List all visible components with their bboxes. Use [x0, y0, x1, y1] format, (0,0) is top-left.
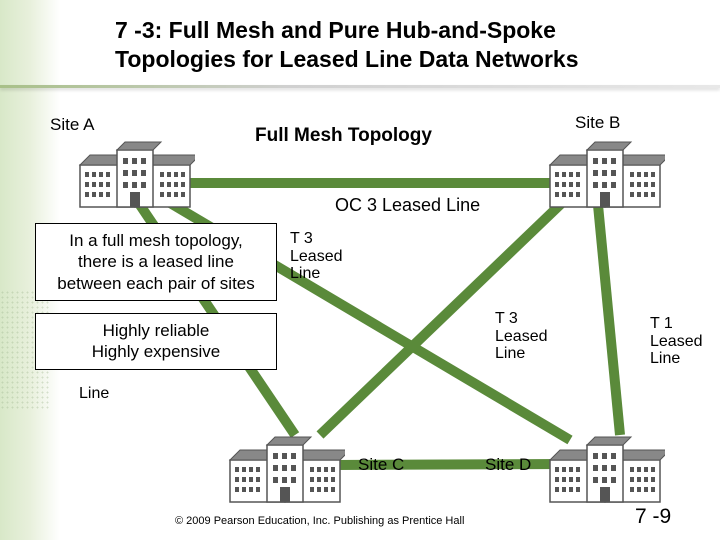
- callout-mesh-definition: In a full mesh topology, there is a leas…: [35, 223, 277, 301]
- label-t3-1: T 3 Leased Line: [290, 230, 343, 283]
- topology-label: Full Mesh Topology: [255, 125, 432, 147]
- page-number: 7 -9: [635, 505, 671, 529]
- label-site-d: Site D: [485, 455, 531, 475]
- title-underline: [0, 85, 720, 88]
- slide-title: 7 -3: Full Mesh and Pure Hub-and-Spoke T…: [115, 16, 675, 74]
- label-t1: T 1 Leased Line: [650, 315, 703, 368]
- callout1-l2: there is a leased line: [40, 251, 272, 272]
- label-oc3: OC 3 Leased Line: [335, 195, 480, 216]
- label-site-c: Site C: [358, 455, 404, 475]
- callout2-l1: Highly reliable: [40, 320, 272, 341]
- callout1-l3: between each pair of sites: [40, 273, 272, 294]
- callout1-l1: In a full mesh topology,: [40, 230, 272, 251]
- copyright-text: © 2009 Pearson Education, Inc. Publishin…: [175, 515, 464, 527]
- building-site-b: [545, 130, 665, 215]
- label-site-a: Site A: [50, 115, 94, 135]
- label-site-b: Site B: [575, 113, 620, 133]
- building-site-d: [545, 425, 665, 510]
- label-leased-partial: Line: [79, 385, 109, 403]
- building-site-a: [75, 130, 195, 215]
- label-t3-2: T 3 Leased Line: [495, 310, 548, 363]
- callout2-l2: Highly expensive: [40, 341, 272, 362]
- building-site-c: [225, 425, 345, 510]
- diagram-area: Site A Site B Site C Site D Full Mesh To…: [0, 95, 720, 515]
- callout-reliability: Highly reliable Highly expensive: [35, 313, 277, 370]
